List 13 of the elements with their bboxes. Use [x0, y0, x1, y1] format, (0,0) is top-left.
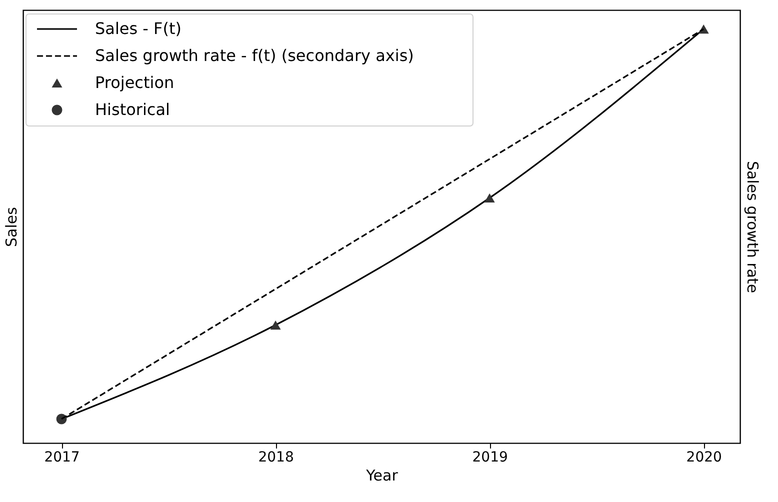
point: [270, 320, 281, 330]
x-tick-label: 2018: [258, 450, 294, 466]
x-tick-label: 2020: [686, 450, 722, 466]
point: [484, 193, 495, 202]
legend-label: Projection: [95, 73, 174, 92]
x-axis-title: Year: [365, 466, 399, 484]
legend-label: Sales - F(t): [95, 19, 182, 38]
y2-axis-title: Sales growth rate: [744, 160, 762, 294]
x-tick-label: 2017: [44, 450, 80, 466]
y-axis-title: Sales: [2, 206, 20, 247]
legend-label: Sales growth rate - f(t) (secondary axis): [95, 46, 414, 65]
x-tick-label: 2019: [472, 450, 508, 466]
legend-label: Historical: [95, 100, 170, 119]
